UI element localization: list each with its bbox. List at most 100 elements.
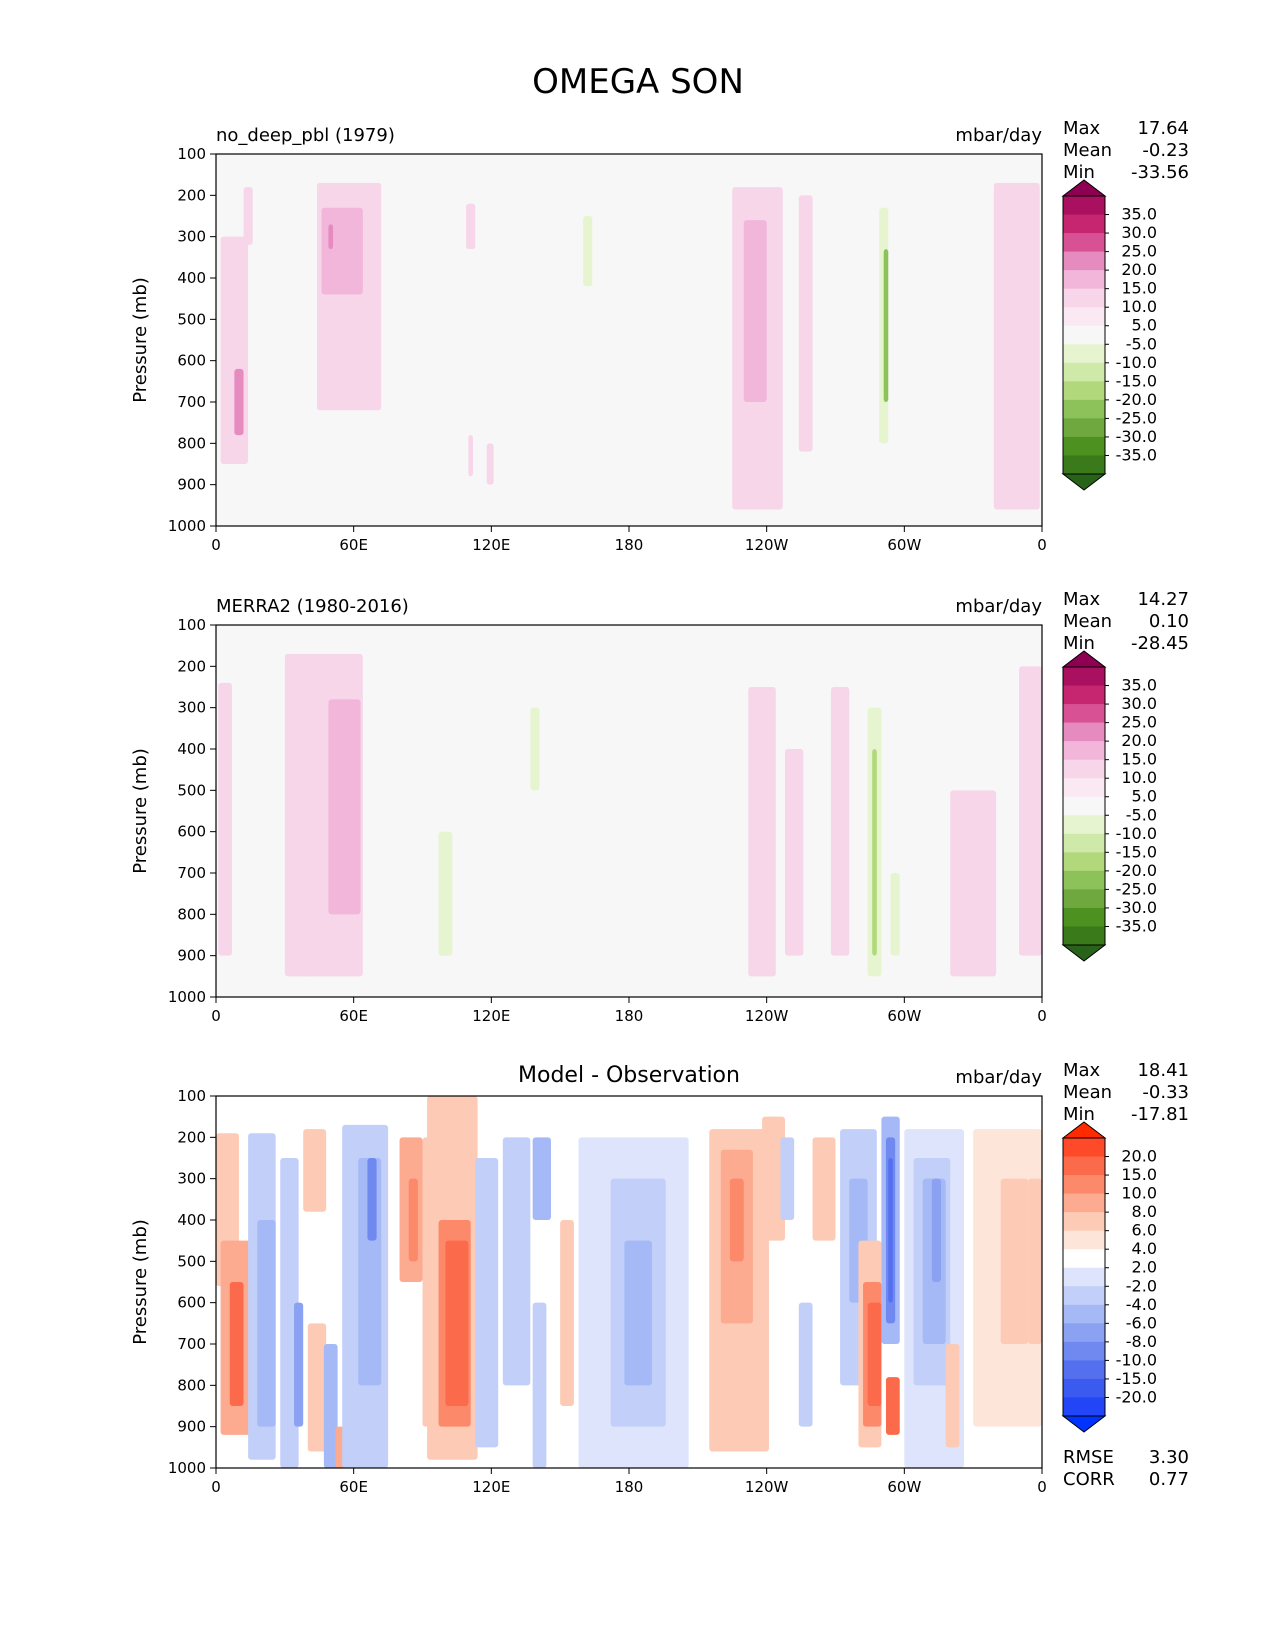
- x-axis-obs: 0 60E 120E 180 120W 60W 0: [211, 997, 1047, 1025]
- heatmap-cell: [502, 1137, 531, 1386]
- x-tick-label: 120W: [745, 1007, 789, 1025]
- heatmap-cell: [307, 1323, 327, 1452]
- heatmap-cell: [234, 368, 244, 436]
- heatmap-cell: [392, 203, 398, 245]
- colorbar-bin: [1063, 455, 1105, 475]
- y-tick-label: 400: [177, 269, 206, 287]
- x-tick-label: 120E: [472, 1478, 510, 1496]
- colorbar-bin: [1063, 1175, 1105, 1195]
- colorbar-bin: [1063, 1304, 1105, 1324]
- panel-units: mbar/day: [955, 596, 1042, 617]
- heatmap-cell: [532, 1137, 551, 1220]
- colorbar-tick-label: 30.0: [1121, 694, 1157, 713]
- colorbar-bin: [1063, 667, 1105, 687]
- colorbar-frame: [1062, 666, 1106, 946]
- y-tick-label: 1000: [168, 988, 206, 1006]
- stat-label: Min: [1063, 633, 1095, 654]
- x-tick-label: 60W: [887, 1007, 921, 1025]
- y-tick-label: 100: [177, 145, 206, 163]
- x-tick-label: 180: [615, 1478, 644, 1496]
- colorbar-tick-label: 35.0: [1121, 676, 1157, 695]
- panel-title-left: MERRA2 (1980-2016): [216, 596, 409, 617]
- heatmap-layer-diff: [216, 1096, 1042, 1468]
- x-tick-label: 0: [1037, 536, 1047, 554]
- colorbar-frame: [1062, 195, 1106, 475]
- x-tick-label: 180: [615, 536, 644, 554]
- colorbar-tick-label: 20.0: [1121, 1147, 1157, 1166]
- x-axis-diff: 0 60E 120E 180 120W 60W 0: [211, 1468, 1047, 1496]
- x-tick-label: 120W: [745, 1478, 789, 1496]
- colorbar-bin: [1063, 1341, 1105, 1361]
- colorbar-bin: [1063, 307, 1105, 327]
- heatmap-cell: [918, 199, 951, 502]
- colorbar-tick-label: -5.0: [1126, 805, 1157, 824]
- colorbar-bin: [1063, 926, 1105, 946]
- heatmap-cell: [280, 410, 299, 526]
- colorbar-tick-label: 2.0: [1132, 1258, 1157, 1277]
- x-tick-label: 120E: [472, 1007, 510, 1025]
- y-tick-label: 400: [177, 1211, 206, 1229]
- y-tick-label: 400: [177, 740, 206, 758]
- colorbar-bin: [1063, 436, 1105, 456]
- heatmap-cell: [261, 216, 272, 423]
- heatmap-cell: [1019, 666, 1042, 956]
- colorbar-tick-label: -25.0: [1116, 408, 1157, 427]
- heatmap-cell: [438, 831, 453, 956]
- stat-value: -28.45: [1131, 633, 1189, 654]
- colorbar-bin: [1063, 1267, 1105, 1287]
- colorbar-bin: [1063, 833, 1105, 853]
- heatmap-cell: [798, 195, 813, 452]
- colorbar-bin: [1063, 1156, 1105, 1176]
- stat-value: -0.23: [1142, 140, 1189, 161]
- colorbar-tick-label: -15.0: [1116, 1369, 1157, 1388]
- heatmap-cell: [486, 443, 494, 485]
- heatmap-cell: [993, 182, 1040, 510]
- y-tick-label: 800: [177, 434, 206, 452]
- colorbar-tick-label: 15.0: [1121, 279, 1157, 298]
- metrics-box-diff: RMSE 3.30 CORR 0.77: [1063, 1447, 1189, 1490]
- colorbar-bin: [1063, 1286, 1105, 1306]
- heatmap-cell: [303, 1129, 327, 1212]
- heatmap-cell: [323, 1344, 338, 1468]
- colorbar-tick-label: -5.0: [1126, 334, 1157, 353]
- heatmap-cell: [798, 1302, 813, 1427]
- x-tick-label: 60E: [339, 536, 368, 554]
- heatmap-cell: [422, 852, 441, 981]
- y-tick-label: 900: [177, 1418, 206, 1436]
- colorbar-extend-min: [1061, 473, 1107, 491]
- y-tick-label: 500: [177, 1252, 206, 1270]
- metric-label: CORR: [1063, 1469, 1115, 1490]
- heatmap-cell: [229, 1282, 244, 1406]
- x-tick-label: 60E: [339, 1007, 368, 1025]
- colorbar-tick-label: -15.0: [1116, 842, 1157, 861]
- colorbar-tick-label: -20.0: [1116, 390, 1157, 409]
- y-tick-label: 700: [177, 393, 206, 411]
- colorbar-extend-min: [1061, 944, 1107, 962]
- stat-label: Max: [1063, 589, 1101, 610]
- stat-value: 18.41: [1137, 1060, 1189, 1081]
- heatmap-cell: [883, 249, 889, 402]
- colorbar-bin: [1063, 889, 1105, 909]
- heatmap-cell: [931, 1178, 942, 1282]
- x-tick-label: 60W: [887, 1478, 921, 1496]
- colorbar-tick-label: 30.0: [1121, 223, 1157, 242]
- heatmap-cell: [328, 224, 334, 250]
- stat-label: Max: [1063, 118, 1101, 139]
- heatmap-cell: [218, 682, 233, 956]
- colorbar-bin: [1063, 907, 1105, 927]
- colorbar-tick-label: 35.0: [1121, 205, 1157, 224]
- stats-box-obs: Max 14.27 Mean 0.10 Min -28.45: [1063, 589, 1189, 654]
- stat-label: Mean: [1063, 140, 1112, 161]
- y-tick-label: 900: [177, 947, 206, 965]
- colorbar-tick-label: -4.0: [1126, 1295, 1157, 1314]
- colorbar-tick-label: -30.0: [1116, 898, 1157, 917]
- y-tick-label: 900: [177, 476, 206, 494]
- heatmap-cell: [950, 790, 997, 977]
- y-tick-label: 200: [177, 657, 206, 675]
- x-tick-label: 0: [211, 536, 221, 554]
- colorbar-extend-min: [1061, 1415, 1107, 1433]
- y-tick-label: 1000: [168, 1459, 206, 1477]
- figure-title: OMEGA SON: [532, 62, 744, 102]
- heatmap-cell: [445, 1240, 469, 1406]
- colorbar-diff: 20.015.010.08.06.04.02.0-2.0-4.0-6.0-8.0…: [1061, 1121, 1157, 1433]
